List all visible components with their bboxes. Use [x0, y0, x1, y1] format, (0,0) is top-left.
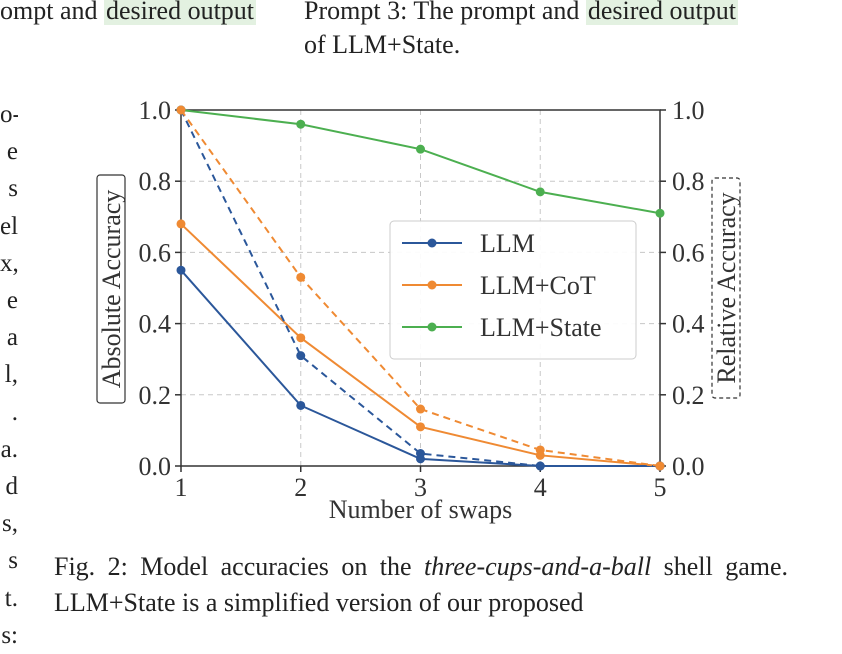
y-tick-label-left: 1.0 — [139, 96, 172, 125]
caption-prefix: Fig. 2: Model accuracies on the — [54, 552, 424, 581]
y-tick-label-right: 0.6 — [672, 238, 705, 267]
left-fragment: a — [6, 324, 18, 352]
legend-label: LLM+State — [480, 313, 602, 342]
series-line — [180, 109, 661, 215]
data-point — [416, 422, 425, 432]
left-fragment: e — [6, 138, 18, 166]
y-tick-label-right: 0.8 — [672, 167, 705, 196]
data-point — [296, 333, 306, 343]
data-point — [416, 449, 425, 459]
y-tick-label-left: 0.6 — [139, 238, 172, 267]
y-axis-label-left: Absolute Accuracy — [97, 190, 126, 389]
caption-italic: three-cups-and-a-ball — [423, 552, 652, 581]
data-point — [416, 404, 425, 414]
data-point — [655, 208, 665, 218]
x-axis-label: Number of swaps — [329, 495, 512, 524]
y-tick-label-left: 0.4 — [139, 310, 172, 339]
dashed-series-line — [180, 109, 661, 467]
left-fragment: x, — [0, 249, 18, 277]
data-point — [655, 461, 665, 471]
dashed-series-line — [180, 109, 660, 467]
left-fragment: . — [11, 398, 18, 426]
top-left-fragment: ompt and desired output — [0, 0, 257, 28]
data-point — [296, 351, 306, 361]
top-left-prefix: ompt and — [0, 0, 104, 25]
figure-caption: Fig. 2: Model accuracies on the three-cu… — [54, 549, 788, 621]
data-point — [176, 265, 186, 275]
left-fragment: d — [5, 473, 19, 501]
left-fragment: s: — [1, 621, 18, 649]
legend-marker — [427, 238, 437, 248]
data-point — [176, 219, 186, 229]
data-point — [296, 272, 306, 282]
data-point — [535, 461, 545, 471]
left-fragment: a. — [0, 435, 18, 463]
y-tick-label-right: 0.0 — [672, 452, 705, 481]
y-tick-label-left: 0.0 — [139, 452, 172, 481]
y-tick-label-left: 0.8 — [139, 167, 172, 196]
caption-suffix: shell game. LLM+State is a simplified ve… — [54, 552, 788, 617]
y-tick-label-left: 0.2 — [139, 381, 172, 410]
y-axis-label-right: Relative Accuracy — [712, 192, 741, 383]
left-fragment: o- — [0, 101, 18, 128]
left-fragment: e — [6, 287, 18, 315]
data-point — [296, 119, 306, 129]
x-tick-label: 4 — [534, 473, 547, 502]
legend-label: LLM+CoT — [480, 271, 596, 300]
ylabel-left-box — [96, 174, 126, 404]
left-fragment: t. — [4, 584, 18, 612]
data-point — [176, 105, 186, 115]
top-right-highlight: desired output — [585, 0, 738, 25]
y-tick-label-right: 1.0 — [672, 96, 705, 125]
legend-label: LLM — [480, 229, 535, 258]
legend-marker — [427, 322, 437, 332]
left-fragment: s — [8, 175, 18, 203]
left-fragment: s, — [2, 510, 18, 538]
left-fragment: l, — [4, 361, 18, 389]
ylabel-right-box — [711, 177, 741, 399]
top-right-line2: of LLM+State. — [304, 30, 461, 59]
y-tick-label-right: 0.2 — [672, 381, 705, 410]
legend-marker — [427, 280, 437, 290]
data-point — [296, 400, 306, 410]
x-tick-label: 3 — [414, 473, 427, 502]
y-tick-label-right: 0.4 — [672, 310, 705, 339]
left-fragment: s — [8, 547, 18, 575]
data-point — [535, 187, 545, 197]
x-tick-label: 1 — [175, 473, 188, 502]
x-tick-label: 2 — [294, 473, 307, 502]
left-fragment: el — [0, 212, 18, 240]
data-point — [535, 445, 545, 455]
top-left-highlight: desired output — [104, 0, 257, 25]
accuracy-chart: 1 2 3 4 50.0 0.00.2 0.20.4 0.40.6 0.60.8 0.81.0 1.… — [96, 96, 741, 524]
top-right-fragment: Prompt 3: The prompt and desired output — [304, 0, 738, 28]
legend-box — [389, 220, 637, 360]
top-right-prefix: Prompt 3: The prompt and — [304, 0, 586, 25]
data-point — [416, 144, 425, 154]
x-tick-label: 5 — [654, 473, 667, 502]
